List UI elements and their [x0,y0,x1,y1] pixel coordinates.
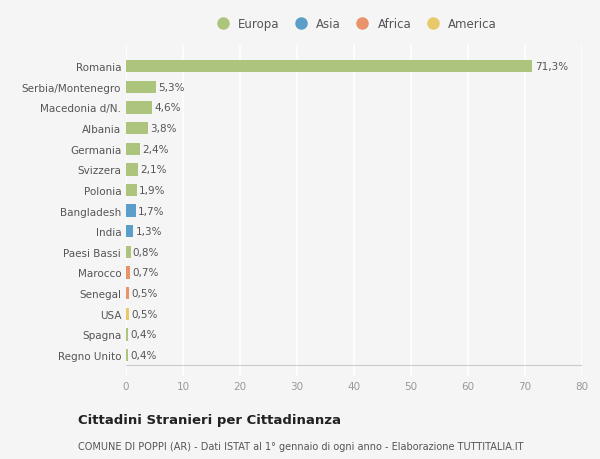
Text: 5,3%: 5,3% [158,83,185,93]
Bar [126,82,156,94]
Bar [126,143,140,156]
Bar [126,185,137,197]
Text: 2,4%: 2,4% [142,145,169,154]
Bar [126,349,128,361]
Legend: Europa, Asia, Africa, America: Europa, Asia, Africa, America [209,16,499,33]
Text: Cittadini Stranieri per Cittadinanza: Cittadini Stranieri per Cittadinanza [78,413,341,426]
Bar [126,61,532,73]
Text: 0,4%: 0,4% [131,350,157,360]
Text: 2,1%: 2,1% [140,165,167,175]
Bar [126,123,148,135]
Bar [126,308,129,320]
Bar [126,205,136,217]
Bar [126,329,128,341]
Bar [126,102,152,114]
Text: 3,8%: 3,8% [150,124,176,134]
Bar [126,287,129,300]
Bar [126,164,138,176]
Text: 71,3%: 71,3% [535,62,568,72]
Text: 0,7%: 0,7% [132,268,158,278]
Text: 0,5%: 0,5% [131,309,158,319]
Text: COMUNE DI POPPI (AR) - Dati ISTAT al 1° gennaio di ogni anno - Elaborazione TUTT: COMUNE DI POPPI (AR) - Dati ISTAT al 1° … [78,441,523,451]
Text: 0,8%: 0,8% [133,247,159,257]
Text: 0,4%: 0,4% [131,330,157,340]
Text: 1,7%: 1,7% [138,206,164,216]
Bar [126,225,133,238]
Text: 0,5%: 0,5% [131,288,158,298]
Bar [126,246,131,258]
Text: 4,6%: 4,6% [155,103,181,113]
Text: 1,9%: 1,9% [139,185,166,196]
Text: 1,3%: 1,3% [136,227,162,237]
Bar [126,267,130,279]
